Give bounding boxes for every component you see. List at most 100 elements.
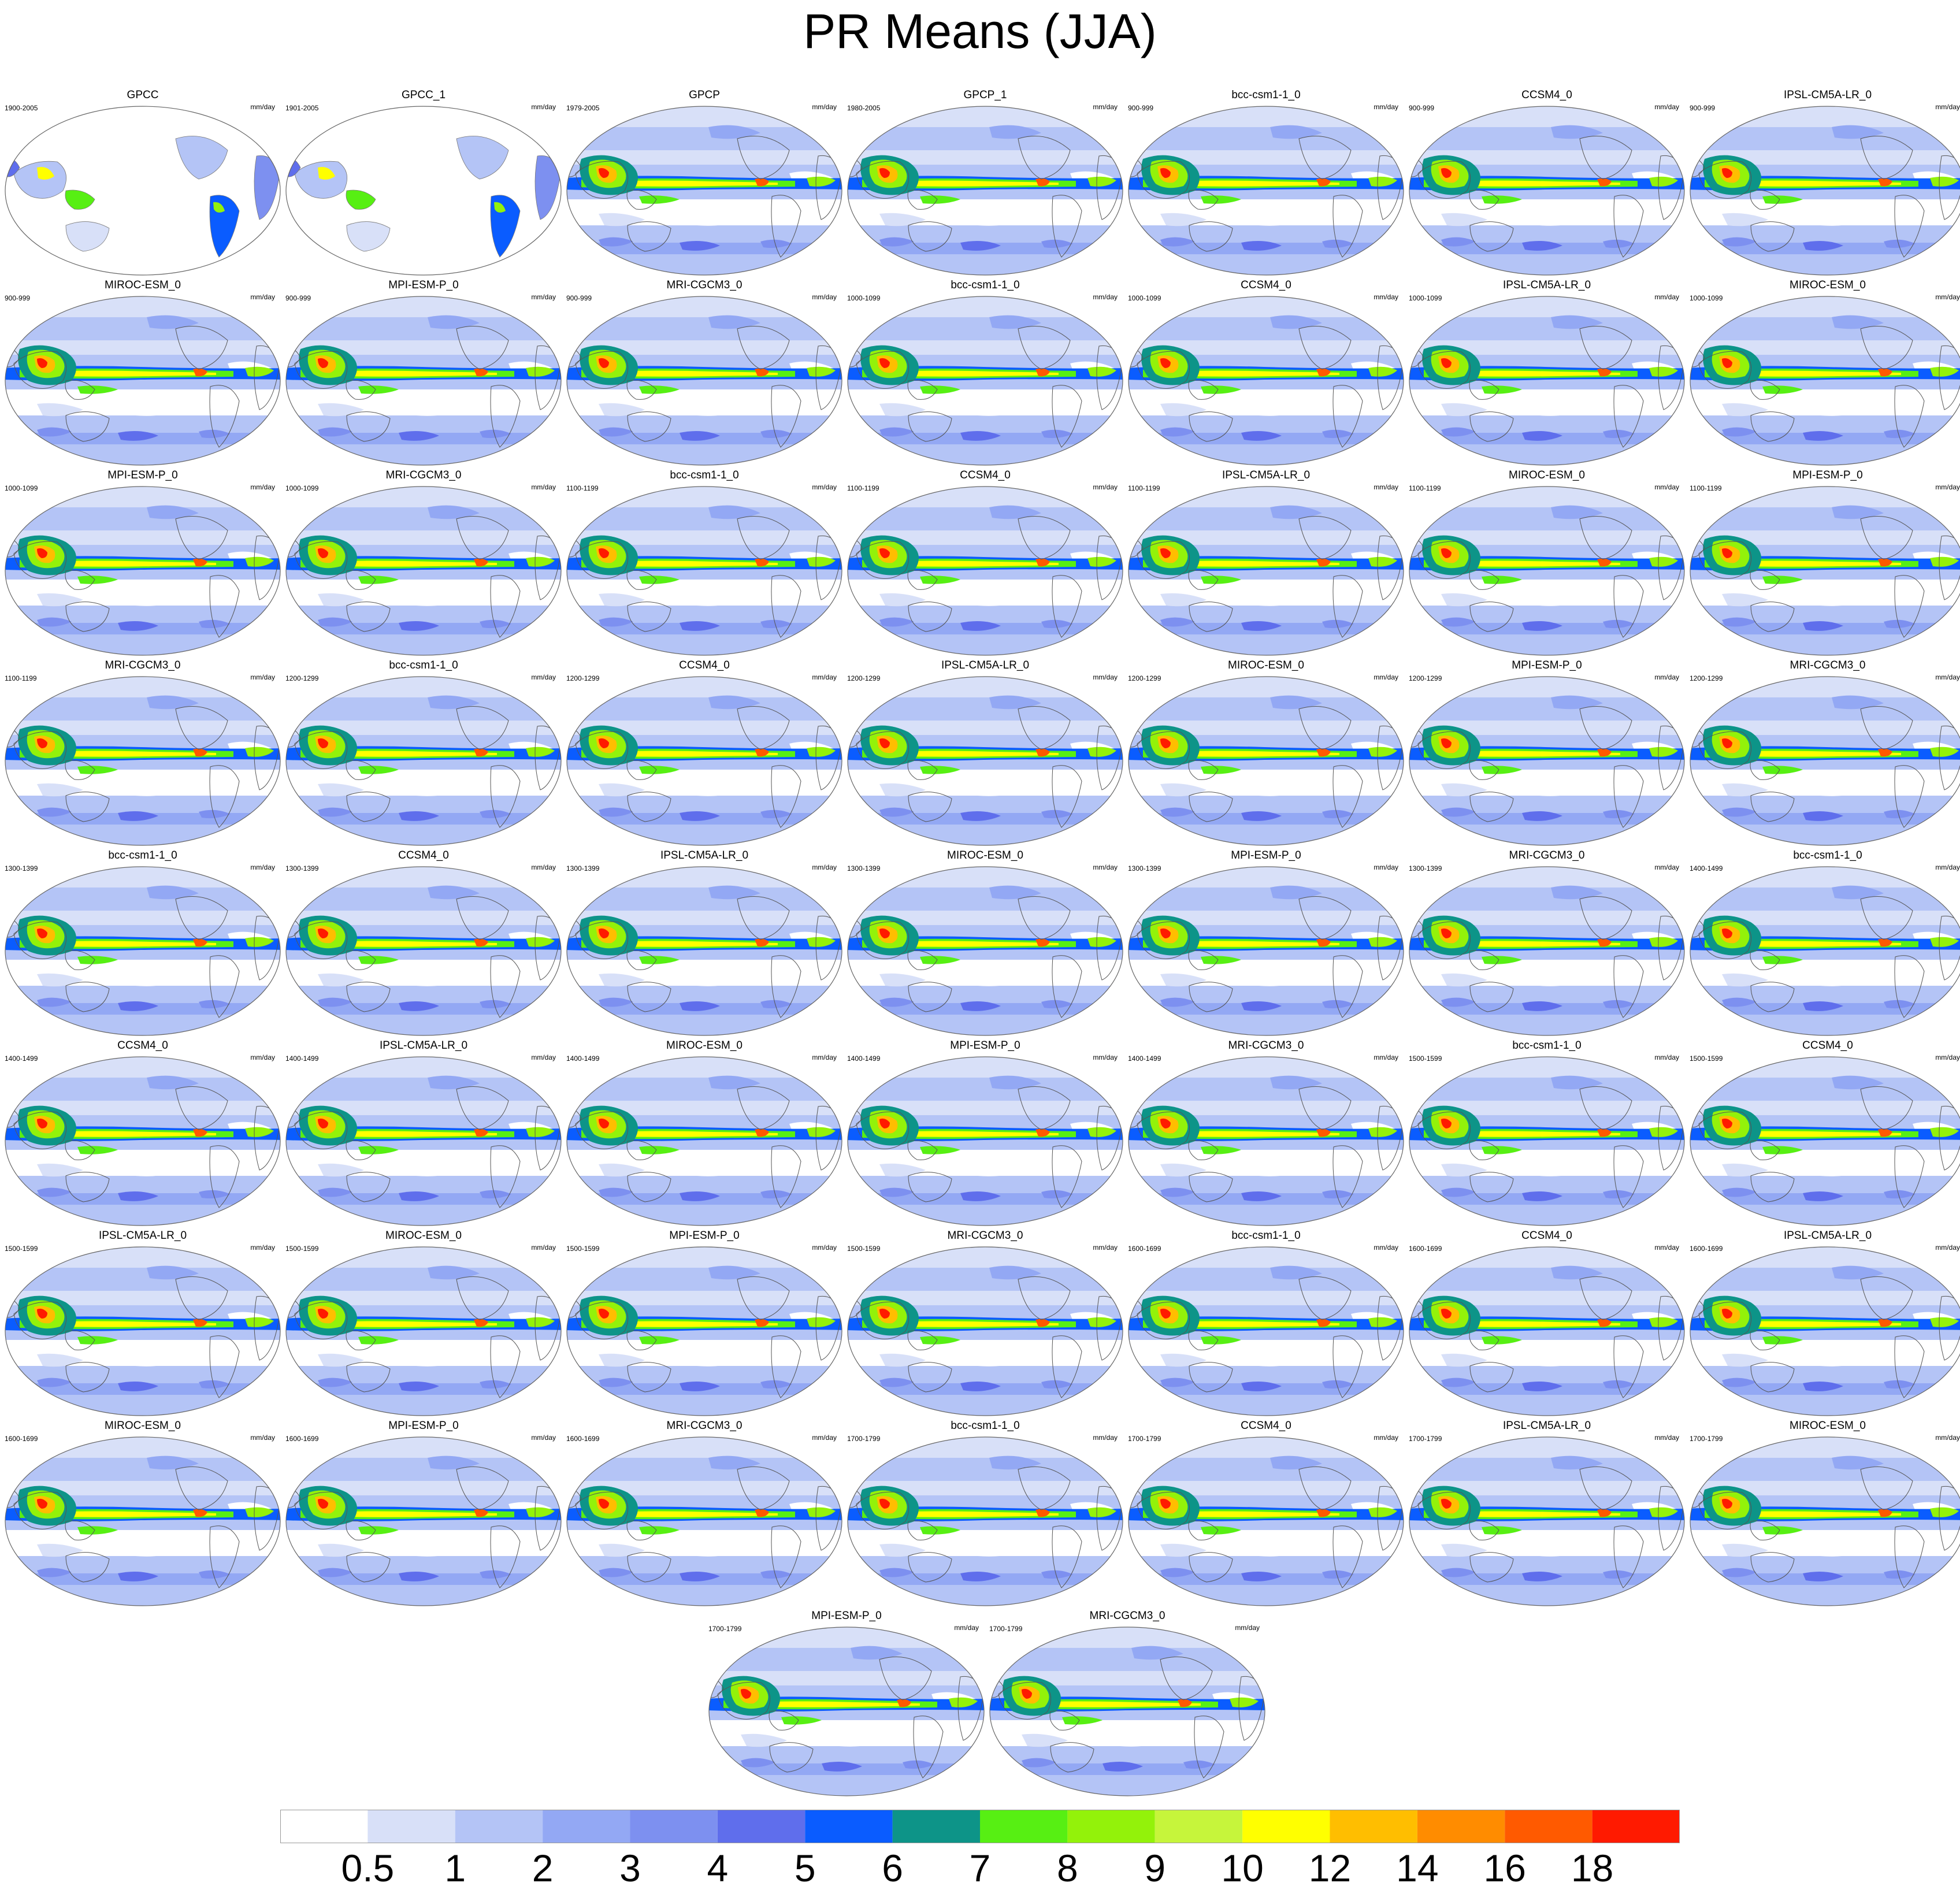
panel-period: 1200-1299 <box>566 674 600 682</box>
precip-map <box>708 1627 985 1796</box>
precip-map <box>5 486 281 656</box>
panel-units: mm/day <box>250 1053 275 1061</box>
map-panel: bcc-csm1-1_0 1600-1699 mm/day <box>1126 1230 1406 1420</box>
panel-period: 1400-1499 <box>5 1054 38 1063</box>
panel-title: MPI-ESM-P_0 <box>1792 469 1863 481</box>
panel-period: 900-999 <box>285 294 311 302</box>
panel-units: mm/day <box>1935 293 1960 301</box>
map-panel: MIROC-ESM_0 900-999 mm/day <box>2 279 283 470</box>
colorbar-swatch <box>455 1810 543 1843</box>
panel-title: MPI-ESM-P_0 <box>1512 659 1582 671</box>
panel-period: 1000-1099 <box>1690 294 1723 302</box>
precip-map <box>1409 106 1685 276</box>
precip-map <box>1409 866 1685 1036</box>
panel-units: mm/day <box>531 1243 556 1252</box>
precip-map <box>847 676 1123 846</box>
map-panel: MIROC-ESM_0 1700-1799 mm/day <box>1687 1420 1960 1610</box>
panel-period: 1000-1099 <box>285 484 319 492</box>
map-panel: CCSM4_0 1700-1799 mm/day <box>1126 1420 1406 1610</box>
map-panel: MRI-CGCM3_0 1000-1099 mm/day <box>283 469 564 660</box>
map-panel: bcc-csm1-1_0 1300-1399 mm/day <box>2 849 283 1040</box>
map-panel: IPSL-CM5A-LR_0 1000-1099 mm/day <box>1406 279 1687 470</box>
panel-title: MRI-CGCM3_0 <box>947 1230 1023 1242</box>
colorbar-tick-label: 10 <box>1221 1847 1264 1889</box>
map-panel: bcc-csm1-1_0 1700-1799 mm/day <box>845 1420 1126 1610</box>
colorbar-tick-label: 9 <box>1144 1847 1166 1889</box>
precip-map <box>285 106 562 276</box>
precip-map <box>1690 1056 1960 1226</box>
panel-units: mm/day <box>531 673 556 681</box>
panel-units: mm/day <box>1935 1053 1960 1061</box>
panel-units: mm/day <box>1654 1434 1679 1442</box>
map-panel: MPI-ESM-P_0 1000-1099 mm/day <box>2 469 283 660</box>
precip-map <box>847 106 1123 276</box>
precip-map <box>566 866 842 1036</box>
panel-units: mm/day <box>1654 1053 1679 1061</box>
precip-map <box>1409 486 1685 656</box>
precip-map <box>5 106 281 276</box>
panel-title: IPSL-CM5A-LR_0 <box>1502 1420 1591 1432</box>
map-panel: GPCP 1979-2005 mm/day <box>564 89 845 280</box>
colorbar-swatch <box>1505 1810 1592 1843</box>
precip-map <box>1409 1056 1685 1226</box>
map-panel: bcc-csm1-1_0 1500-1599 mm/day <box>1406 1039 1687 1230</box>
panel-period: 1300-1399 <box>5 864 38 872</box>
colorbar-tick-label: 16 <box>1483 1847 1526 1889</box>
panel-period: 1000-1099 <box>1128 294 1161 302</box>
precip-map <box>5 1056 281 1226</box>
colorbar-tick-label: 14 <box>1396 1847 1439 1889</box>
panel-title: MRI-CGCM3_0 <box>1228 1039 1304 1052</box>
panel-title: bcc-csm1-1_0 <box>1231 1230 1301 1242</box>
panel-units: mm/day <box>1935 103 1960 111</box>
map-panel: bcc-csm1-1_0 1000-1099 mm/day <box>845 279 1126 470</box>
panel-units: mm/day <box>531 1053 556 1061</box>
panel-period: 1600-1699 <box>1128 1245 1161 1253</box>
colorbar-swatch <box>280 1810 368 1843</box>
panel-period: 1500-1599 <box>847 1245 881 1253</box>
panel-period: 1100-1199 <box>5 674 37 682</box>
colorbar-swatch <box>1242 1810 1330 1843</box>
map-panel: MIROC-ESM_0 1500-1599 mm/day <box>283 1230 564 1420</box>
panel-period: 1500-1599 <box>566 1245 600 1253</box>
panel-period: 1980-2005 <box>847 104 881 112</box>
map-panel: MPI-ESM-P_0 1200-1299 mm/day <box>1406 659 1687 850</box>
panel-units: mm/day <box>250 673 275 681</box>
precip-map <box>5 1436 281 1606</box>
panel-units: mm/day <box>1654 673 1679 681</box>
panel-title: IPSL-CM5A-LR_0 <box>1502 279 1591 291</box>
panel-period: 1400-1499 <box>566 1054 600 1063</box>
panel-period: 1000-1099 <box>847 294 881 302</box>
panel-title: MIROC-ESM_0 <box>385 1230 462 1242</box>
map-panel: CCSM4_0 1200-1299 mm/day <box>564 659 845 850</box>
panel-title: bcc-csm1-1_0 <box>951 1420 1020 1432</box>
map-panel: MPI-ESM-P_0 1300-1399 mm/day <box>1126 849 1406 1040</box>
panel-period: 1700-1799 <box>1128 1435 1161 1443</box>
map-panel: MPI-ESM-P_0 1400-1499 mm/day <box>845 1039 1126 1230</box>
map-panel: MRI-CGCM3_0 1500-1599 mm/day <box>845 1230 1126 1420</box>
panel-period: 1400-1499 <box>1690 864 1723 872</box>
panel-title: MIROC-ESM_0 <box>105 279 181 291</box>
precip-map <box>566 296 842 466</box>
panel-title: CCSM4_0 <box>1521 89 1572 101</box>
panel-units: mm/day <box>812 1434 837 1442</box>
panel-period: 900-999 <box>566 294 592 302</box>
precip-map <box>847 1436 1123 1606</box>
precip-map <box>5 1246 281 1416</box>
panel-period: 1100-1199 <box>1690 484 1722 492</box>
precip-map <box>1409 1246 1685 1416</box>
panel-title: IPSL-CM5A-LR_0 <box>660 849 749 862</box>
panel-units: mm/day <box>812 483 837 491</box>
map-panel: MRI-CGCM3_0 1100-1199 mm/day <box>2 659 283 850</box>
map-panel: IPSL-CM5A-LR_0 1300-1399 mm/day <box>564 849 845 1040</box>
colorbar-swatch <box>980 1810 1068 1843</box>
map-panel: CCSM4_0 900-999 mm/day <box>1406 89 1687 280</box>
colorbar-tick-label: 8 <box>1057 1847 1078 1889</box>
panel-period: 1500-1599 <box>1409 1054 1442 1063</box>
colorbar-tick-label: 0.5 <box>341 1847 395 1889</box>
panel-title: bcc-csm1-1_0 <box>1793 849 1862 862</box>
panel-title: bcc-csm1-1_0 <box>670 469 739 481</box>
precip-map <box>847 1056 1123 1226</box>
colorbar-swatch <box>717 1810 805 1843</box>
colorbar-tick-label: 5 <box>794 1847 816 1889</box>
panel-title: CCSM4_0 <box>1802 1039 1853 1052</box>
